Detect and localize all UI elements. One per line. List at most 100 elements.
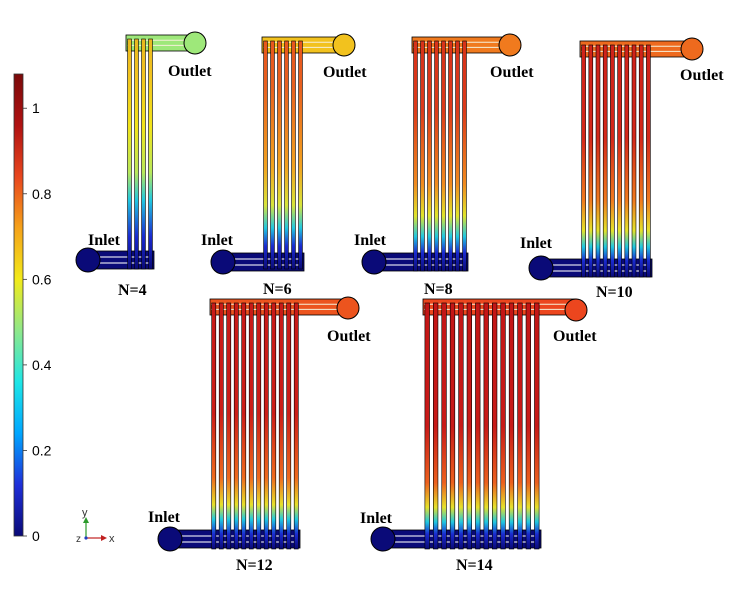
microchannel	[277, 40, 282, 270]
outlet-port	[332, 33, 356, 57]
inlet-port	[370, 526, 396, 552]
outlet-label: Outlet	[327, 328, 371, 345]
microchannel	[226, 302, 232, 550]
inlet-label: Inlet	[360, 510, 393, 527]
microchannel	[420, 40, 425, 272]
inlet-label: Inlet	[354, 232, 387, 249]
colorbar-tick-label: 0	[32, 528, 40, 544]
colorbar-tick-label: 0.6	[32, 271, 52, 287]
microchannel	[241, 302, 247, 550]
colorbar-gradient	[13, 73, 24, 537]
microchannel	[291, 40, 296, 270]
microchannel	[517, 302, 523, 550]
microchannel	[433, 302, 439, 550]
microchannel	[211, 302, 217, 550]
microchannel	[141, 38, 146, 270]
microchannel	[458, 302, 464, 550]
microchannel	[581, 44, 586, 278]
outlet-manifold	[411, 36, 511, 54]
microchannel	[508, 302, 515, 550]
outlet-port	[498, 33, 522, 57]
microchannel	[233, 302, 239, 550]
outlet-port	[336, 296, 360, 320]
colorbar-tick-label: 0.2	[32, 442, 52, 458]
microchannel	[278, 302, 284, 550]
microchannel	[638, 44, 644, 278]
y-axis-label: y	[82, 507, 88, 519]
outlet-port	[680, 37, 704, 61]
microchannel	[466, 302, 472, 550]
microchannel	[424, 302, 430, 550]
x-axis-arrowhead	[101, 535, 107, 541]
microchannel	[483, 302, 489, 550]
axis-triad: y z x	[76, 507, 115, 545]
channel-design: Inlet Outlet N=6	[201, 33, 367, 298]
microchannel	[588, 44, 594, 278]
microchannel	[475, 302, 481, 550]
colorbar: 0 0.2 0.4 0.6 0.8 1	[13, 73, 52, 544]
inlet-port	[210, 249, 236, 275]
microchannel	[448, 40, 453, 272]
channel-design: Inlet Outlet N=12	[148, 296, 371, 574]
colorbar-tick-label: 1	[32, 100, 40, 116]
outlet-label: Outlet	[168, 63, 212, 80]
colorbar-tick-label: 0.4	[32, 357, 52, 373]
outlet-port	[183, 31, 207, 55]
microchannel	[534, 302, 540, 550]
design-label: N=8	[424, 281, 453, 298]
outlet-label: Outlet	[553, 328, 597, 345]
microchannel	[127, 38, 132, 270]
channel-design: Inlet Outlet N=4	[75, 31, 212, 299]
outlet-label: Outlet	[680, 67, 724, 84]
inlet-label: Inlet	[201, 232, 234, 249]
microchannel	[631, 44, 637, 278]
microchannel	[441, 40, 446, 272]
inlet-port	[75, 247, 101, 273]
microchannel	[284, 40, 289, 270]
colorbar-tick-label: 0.8	[32, 186, 52, 202]
microchannel	[492, 302, 498, 550]
microchannel	[271, 302, 277, 550]
microchannel	[256, 302, 262, 550]
microchannel	[263, 302, 269, 550]
microchannel	[413, 40, 418, 272]
microchannel	[427, 40, 432, 272]
inlet-label: Inlet	[520, 235, 553, 252]
microchannel	[610, 44, 615, 278]
outlet-label: Outlet	[323, 64, 367, 81]
inlet-port	[528, 255, 554, 281]
microchannel	[462, 40, 467, 272]
microchannel	[248, 302, 254, 550]
inlet-label: Inlet	[88, 232, 121, 249]
microchannel	[455, 40, 460, 272]
microchannel	[449, 302, 456, 550]
design-label: N=6	[263, 281, 292, 298]
inlet-port	[157, 526, 183, 552]
channel-design: Inlet Outlet N=14	[360, 298, 597, 574]
design-label: N=12	[236, 557, 273, 574]
microchannel	[148, 38, 153, 270]
microchannel	[298, 40, 303, 270]
microchannel	[441, 302, 447, 550]
microchannel	[286, 302, 292, 550]
inlet-label: Inlet	[148, 509, 181, 526]
channel-design: Inlet Outlet N=8	[354, 33, 534, 298]
microchannel	[263, 40, 268, 270]
y-axis-arrowhead	[83, 517, 89, 523]
microchannel	[434, 40, 439, 272]
microchannel	[134, 38, 139, 270]
microchannel	[218, 302, 224, 550]
z-axis-label: z	[76, 534, 81, 545]
microchannel	[595, 44, 601, 278]
microchannel	[617, 44, 622, 278]
design-label: N=14	[456, 557, 493, 574]
z-axis-dot	[84, 536, 88, 540]
microchannel	[624, 44, 630, 278]
channel-design: Inlet Outlet N=10	[520, 37, 724, 301]
microchannel	[500, 302, 506, 550]
microchannel	[602, 44, 608, 278]
inlet-port	[361, 249, 387, 275]
microchannel	[270, 40, 275, 270]
microchannel	[646, 44, 651, 278]
